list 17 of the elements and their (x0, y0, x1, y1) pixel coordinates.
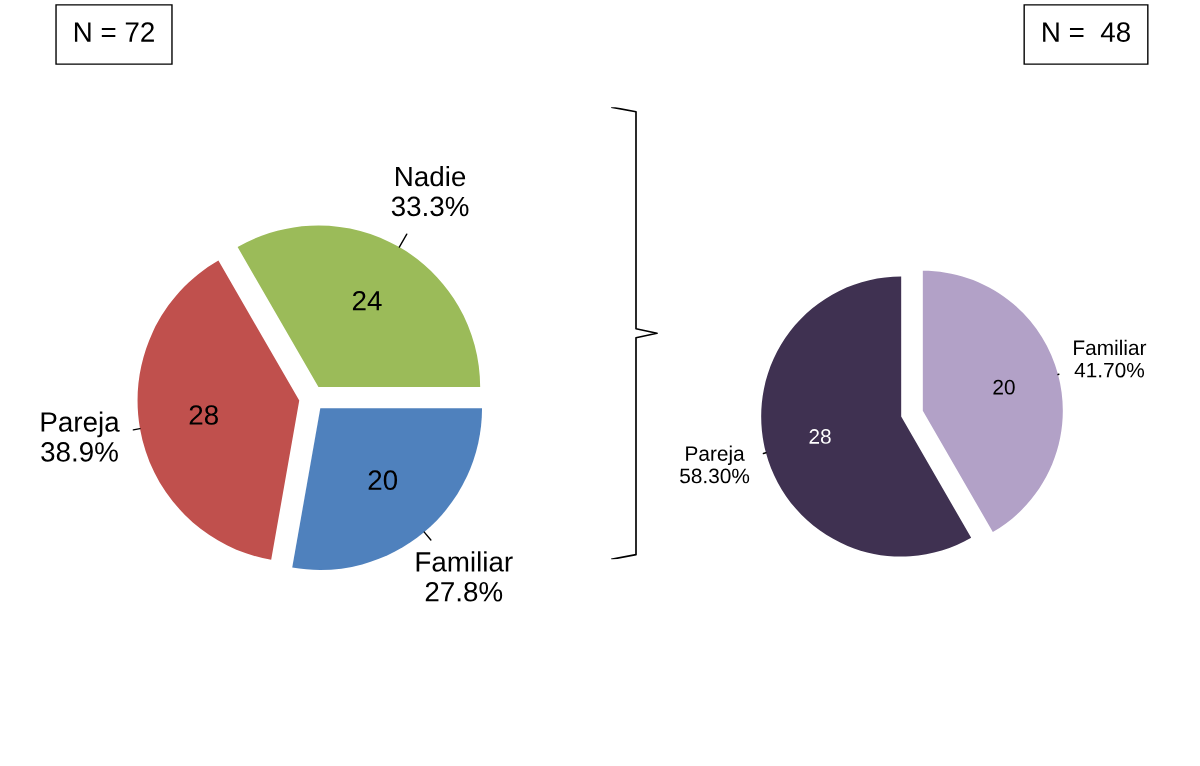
chart-title: N = 72 (74, 22, 154, 42)
data-label: 20 (368, 470, 398, 491)
slice-label: Pareja (686, 445, 745, 466)
slice-label: Familiar (1074, 339, 1147, 356)
text: 38.9% (41, 442, 118, 462)
text: 41.70% (1074, 362, 1145, 378)
slice-label: Pareja (41, 411, 120, 438)
slice-label: Nadie (396, 165, 466, 187)
data-label: 24 (352, 290, 382, 311)
data-label: 28 (189, 405, 218, 425)
text: 58.30% (680, 468, 750, 484)
chart-title: N = 48 (1043, 22, 1130, 42)
text: 33.3% (391, 196, 469, 217)
data-label: 20 (993, 379, 1015, 395)
text: 27.8% (425, 581, 503, 602)
data-label: 28 (809, 429, 831, 444)
slice-label: Familiar (416, 551, 513, 572)
